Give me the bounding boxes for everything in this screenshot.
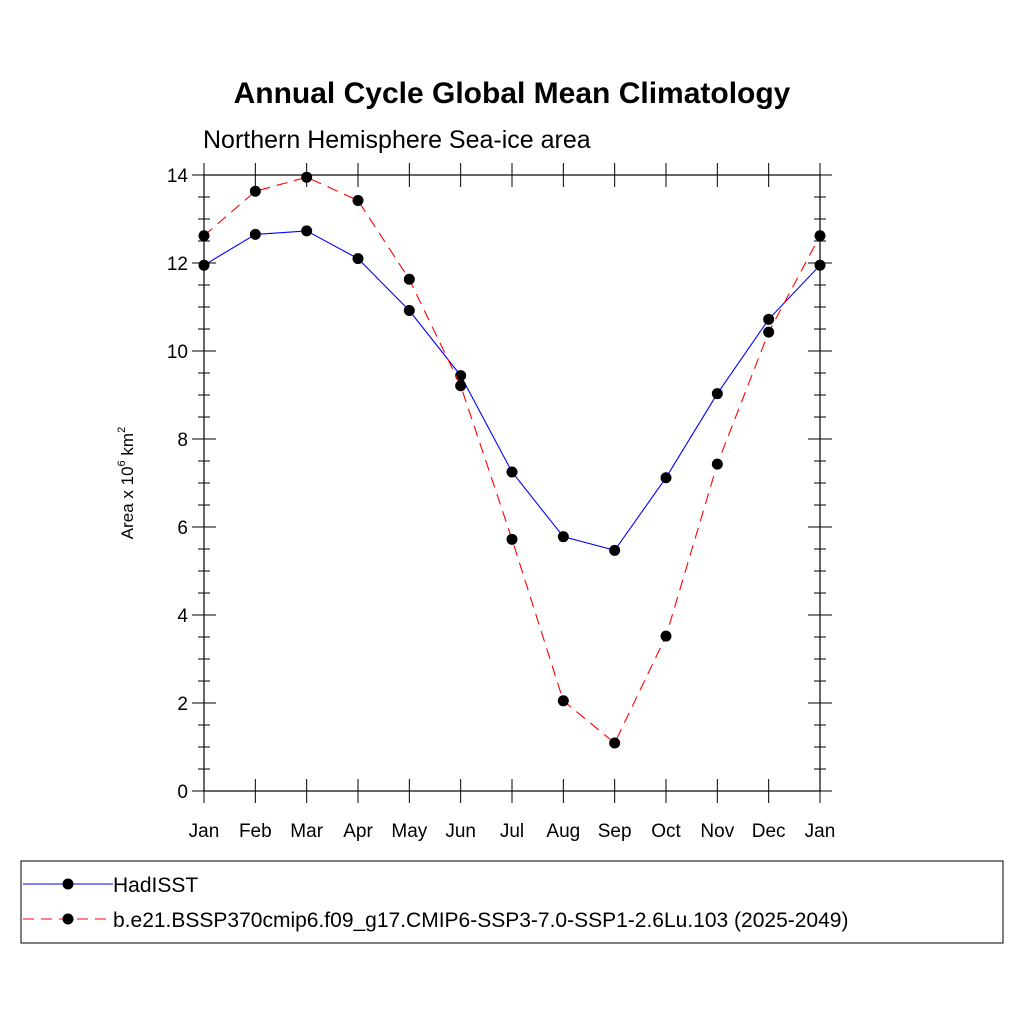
chart-title: Annual Cycle Global Mean Climatology <box>234 77 791 110</box>
data-point <box>455 380 467 392</box>
y-tick-label: 0 <box>177 782 188 803</box>
data-point <box>352 195 364 207</box>
x-tick-label: Jun <box>445 821 476 842</box>
y-axis-label-sup1: 6 <box>116 460 128 466</box>
legend-marker <box>62 878 74 890</box>
tick-labels: 0 2 4 6 8 10 12 14 Jan Feb Mar Apr May Jun Jul Aug Sep Oc… <box>167 166 835 842</box>
axis-ticks <box>192 163 832 803</box>
data-point <box>455 370 467 382</box>
x-tick-label: Feb <box>239 821 272 842</box>
series-2 <box>198 171 826 749</box>
data-point <box>352 253 364 265</box>
data-point <box>763 326 775 338</box>
data-point <box>609 544 621 556</box>
x-tick-label: Jul <box>500 821 524 842</box>
y-axis-label-unit: km <box>118 433 137 460</box>
x-tick-label: Dec <box>752 821 786 842</box>
x-tick-label: Jan <box>189 821 220 842</box>
data-point <box>506 533 518 545</box>
data-point <box>609 737 621 749</box>
y-tick-label: 8 <box>177 430 188 451</box>
legend-label: b.e21.BSSP370cmip6.f09_g17.CMIP6-SSP3-7.… <box>113 909 848 932</box>
y-tick-label: 14 <box>167 166 189 187</box>
x-tick-label: Sep <box>598 821 632 842</box>
y-tick-label: 2 <box>177 694 188 715</box>
data-point <box>763 313 775 325</box>
data-point <box>660 472 672 484</box>
y-tick-label: 6 <box>177 518 188 539</box>
x-tick-label: Aug <box>546 821 580 842</box>
data-point <box>711 458 723 470</box>
y-axis-label-sup2: 2 <box>116 427 128 433</box>
y-tick-label: 12 <box>167 254 188 275</box>
data-point <box>403 273 415 285</box>
series-1 <box>198 225 826 556</box>
series-line <box>203 176 821 744</box>
x-tick-label: Jan <box>805 821 836 842</box>
data-point <box>660 630 672 642</box>
x-tick-label: Mar <box>290 821 323 842</box>
series-line <box>203 230 821 551</box>
legend-box <box>20 860 1004 944</box>
data-point <box>506 466 518 478</box>
x-tick-label: May <box>391 821 427 842</box>
legend: HadISST b.e21.BSSP370cmip6.f09_g17.CMIP6-… <box>20 860 1004 944</box>
chart-subtitle: Northern Hemisphere Sea-ice area <box>203 126 591 154</box>
data-point <box>403 305 415 317</box>
x-tick-label: Nov <box>700 821 734 842</box>
legend-label: HadISST <box>113 874 198 897</box>
data-point <box>249 185 261 197</box>
legend-item: b.e21.BSSP370cmip6.f09_g17.CMIP6-SSP3-7.… <box>23 909 848 932</box>
data-point <box>557 695 569 707</box>
x-tick-label: Oct <box>651 821 681 842</box>
x-tick-label: Apr <box>343 821 373 842</box>
y-tick-label: 10 <box>167 342 188 363</box>
data-point <box>557 531 569 543</box>
data-point <box>301 225 313 237</box>
data-point <box>249 228 261 240</box>
y-tick-label: 4 <box>177 606 188 627</box>
legend-item: HadISST <box>23 874 198 897</box>
legend-marker <box>62 913 74 925</box>
plot-frame <box>203 174 821 792</box>
y-axis-label-prefix: Area x 10 <box>118 466 137 539</box>
y-axis-label: Area x 106 km2 <box>116 427 137 539</box>
plot-series <box>198 171 826 749</box>
data-point <box>711 388 723 400</box>
data-point <box>301 171 313 183</box>
svg-text:Area x 106 km2: Area x 106 km2 <box>116 427 137 539</box>
